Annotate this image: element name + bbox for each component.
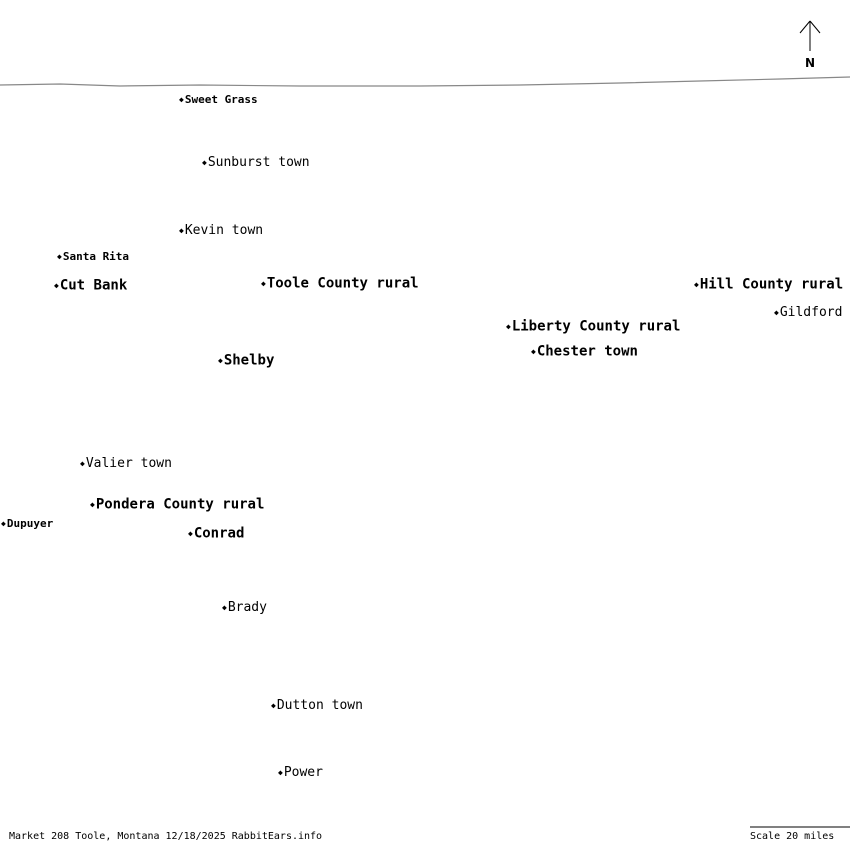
place-marker-icon: ◆ xyxy=(202,157,207,167)
north-arrow-icon xyxy=(799,20,821,51)
place-marker-icon: ◆ xyxy=(179,94,184,104)
place-label: ◆Toole County rural xyxy=(261,275,419,292)
place-marker-icon: ◆ xyxy=(179,225,184,235)
place-marker-icon: ◆ xyxy=(774,307,779,317)
place-marker-icon: ◆ xyxy=(90,499,95,509)
place-marker-icon: ◆ xyxy=(278,767,283,777)
place-label: ◆Dutton town xyxy=(271,698,363,713)
place-label: ◆Hill County rural xyxy=(694,276,844,293)
place-label: ◆Sweet Grass xyxy=(179,93,258,106)
place-label: ◆Santa Rita xyxy=(57,250,130,263)
place-marker-icon: ◆ xyxy=(188,528,193,538)
place-marker-icon: ◆ xyxy=(54,280,59,290)
place-label: ◆Conrad xyxy=(188,525,245,542)
place-label: ◆Cut Bank xyxy=(54,277,128,294)
place-marker-icon: ◆ xyxy=(271,700,276,710)
place-label: ◆Pondera County rural xyxy=(90,496,265,513)
place-marker-icon: ◆ xyxy=(80,458,85,468)
map-caption: Market 208 Toole, Montana 12/18/2025 Rab… xyxy=(9,831,323,842)
scale-label: Scale 20 miles xyxy=(750,831,835,842)
place-label: ◆Dupuyer xyxy=(1,517,54,530)
place-label: ◆Power xyxy=(278,765,323,780)
place-marker-icon: ◆ xyxy=(1,518,6,528)
place-marker-icon: ◆ xyxy=(222,602,227,612)
place-label: ◆Brady xyxy=(222,600,267,615)
place-label: ◆Gildford xyxy=(774,305,843,320)
place-label: ◆Valier town xyxy=(80,456,172,471)
place-label: ◆Chester town xyxy=(531,343,638,360)
compass-label: N xyxy=(805,56,816,70)
place-marker-icon: ◆ xyxy=(261,278,266,288)
place-label: ◆Kevin town xyxy=(179,223,264,238)
place-marker-icon: ◆ xyxy=(506,321,511,331)
place-label: ◆Liberty County rural xyxy=(506,318,681,335)
place-marker-icon: ◆ xyxy=(694,279,699,289)
place-marker-icon: ◆ xyxy=(57,251,62,261)
place-label: ◆Sunburst town xyxy=(202,155,310,170)
place-marker-icon: ◆ xyxy=(218,355,223,365)
place-label: ◆Shelby xyxy=(218,352,275,369)
international-border xyxy=(0,76,850,87)
place-marker-icon: ◆ xyxy=(531,346,536,356)
